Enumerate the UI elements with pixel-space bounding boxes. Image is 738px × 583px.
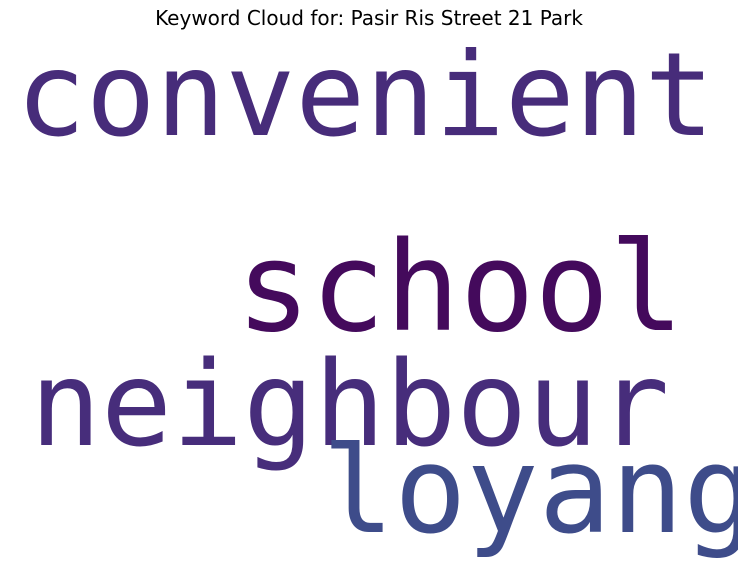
keyword-loyang: loyang	[322, 422, 738, 561]
keyword-school: school	[236, 216, 684, 360]
chart-title: Keyword Cloud for: Pasir Ris Street 21 P…	[155, 6, 583, 30]
keyword-convenient: convenient	[16, 28, 715, 163]
keyword-neighbour: neighbour	[30, 335, 670, 473]
